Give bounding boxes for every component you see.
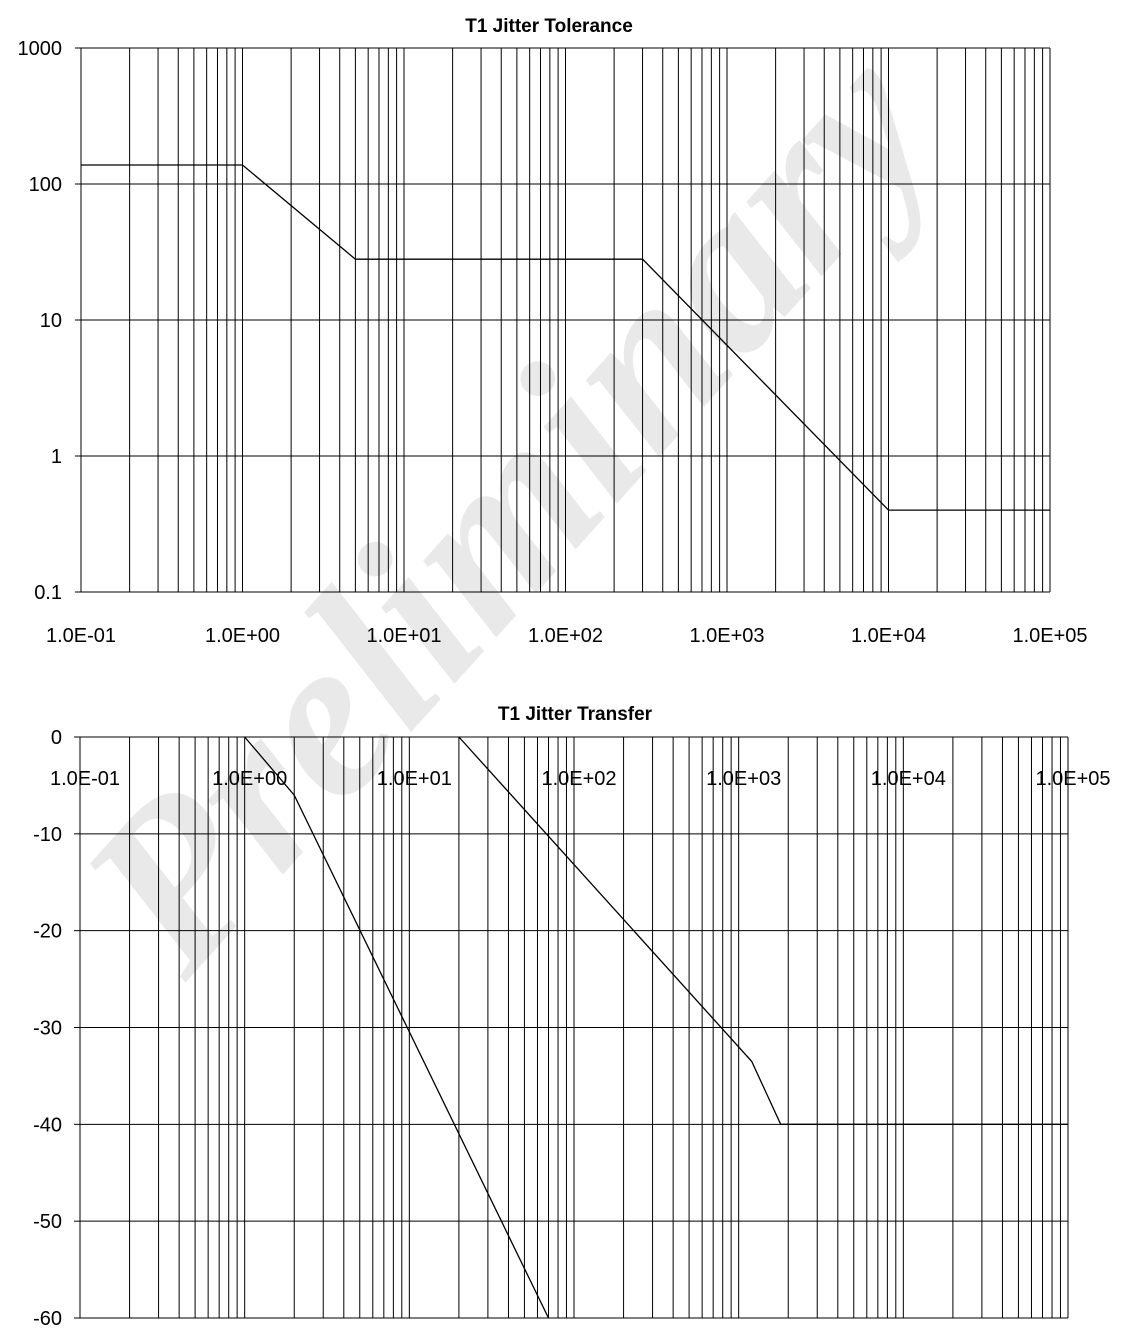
x-tick-label: 1.0E-01	[46, 625, 116, 647]
x-tick-label: 1.0E+05	[1035, 768, 1110, 790]
y-tick-label: 1	[51, 446, 62, 468]
series-line-1	[244, 736, 550, 1319]
x-tick-label: 1.0E+01	[377, 768, 452, 790]
jitter-transfer-x-ticks: 1.0E-01 1.0E+00 1.0E+01 1.0E+02 1.0E+03 1.0E+…	[50, 768, 1111, 790]
jitter-transfer-grid	[74, 736, 1069, 1319]
series-line-2	[458, 736, 1068, 1125]
y-tick-label: 10	[40, 310, 62, 332]
y-tick-label: 0	[51, 727, 62, 749]
x-tick-label: 1.0E+02	[541, 768, 616, 790]
y-tick-label: -50	[33, 1211, 62, 1233]
y-tick-label: 100	[29, 174, 62, 196]
jitter-tolerance-plot	[81, 164, 1050, 511]
jitter-transfer-chart: T1 Jitter Transfer 1.0E-01 1.0E+00 1.0E+01…	[33, 704, 1110, 1330]
x-tick-label: 1.0E-01	[50, 768, 120, 790]
jitter-transfer-plot	[244, 736, 1068, 1319]
y-tick-label: 1000	[18, 38, 63, 60]
x-tick-label: 1.0E+02	[528, 625, 603, 647]
jitter-tolerance-chart: T1 Jitter Tolerance 1.0E-01 1.0E+00 1.0E+0…	[18, 16, 1088, 647]
x-tick-label: 1.0E+03	[706, 768, 781, 790]
y-tick-label: -20	[33, 921, 62, 943]
x-tick-label: 1.0E+04	[871, 768, 946, 790]
y-tick-label: -60	[33, 1308, 62, 1330]
jitter-transfer-title: T1 Jitter Transfer	[498, 704, 653, 725]
x-tick-label: 1.0E+00	[212, 768, 287, 790]
y-tick-label: -10	[33, 824, 62, 846]
series-line-1	[81, 164, 1050, 511]
x-tick-label: 1.0E+00	[205, 625, 280, 647]
jitter-tolerance-title: T1 Jitter Tolerance	[465, 16, 633, 37]
x-tick-label: 1.0E+05	[1012, 625, 1087, 647]
jitter-transfer-y-ticks: 0 -10 -20 -30 -40 -50 -60	[33, 727, 62, 1330]
jitter-tolerance-grid	[75, 47, 1051, 593]
y-tick-label: -30	[33, 1018, 62, 1040]
y-tick-label: 0.1	[34, 582, 62, 604]
y-tick-label: -40	[33, 1114, 62, 1136]
jitter-tolerance-x-ticks: 1.0E-01 1.0E+00 1.0E+01 1.0E+02 1.0E+03 1.0E+…	[46, 625, 1088, 647]
jitter-tolerance-y-ticks: 0.1 1 10 100 1000	[18, 38, 63, 604]
x-tick-label: 1.0E+03	[689, 625, 764, 647]
x-tick-label: 1.0E+04	[851, 625, 926, 647]
x-tick-label: 1.0E+01	[366, 625, 441, 647]
